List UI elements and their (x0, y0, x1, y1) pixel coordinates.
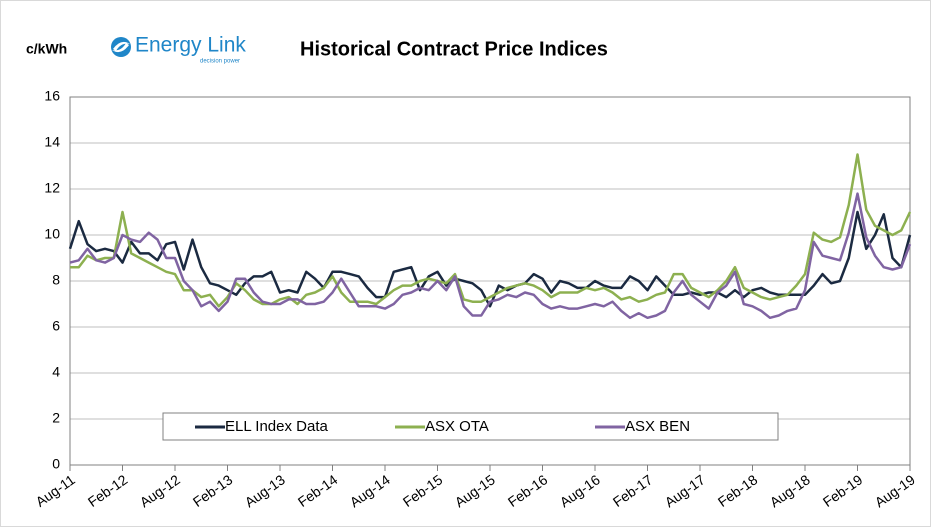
y-axis-label: c/kWh (26, 41, 67, 57)
y-tick-label: 16 (44, 88, 60, 104)
series-line (68, 210, 912, 308)
legend-label: ASX BEN (625, 418, 690, 435)
legend-label: ELL Index Data (225, 418, 329, 435)
logo: Energy Link decision power (111, 34, 246, 65)
y-tick-label: 0 (52, 456, 60, 472)
y-tick-label: 6 (52, 318, 60, 334)
logo-tagline: decision power (200, 59, 240, 65)
y-tick-label: 14 (44, 134, 60, 150)
series-line (69, 192, 912, 320)
y-tick-label: 4 (52, 364, 60, 380)
legend-box (162, 412, 779, 441)
y-tick-label: 12 (44, 180, 60, 196)
y-tick-label: 2 (52, 410, 60, 426)
y-tick-label: 8 (52, 272, 60, 288)
series-line (70, 153, 912, 308)
chart-title: Historical Contract Price Indices (300, 38, 608, 60)
legend-label: ASX OTA (425, 418, 489, 435)
logo-name: Energy Link (135, 34, 246, 57)
logo-swirl (112, 41, 130, 53)
logo-icon (111, 37, 131, 57)
y-tick-label: 10 (44, 226, 60, 242)
legend: ELL Index Data ASX OTA ASX BEN (162, 412, 779, 441)
